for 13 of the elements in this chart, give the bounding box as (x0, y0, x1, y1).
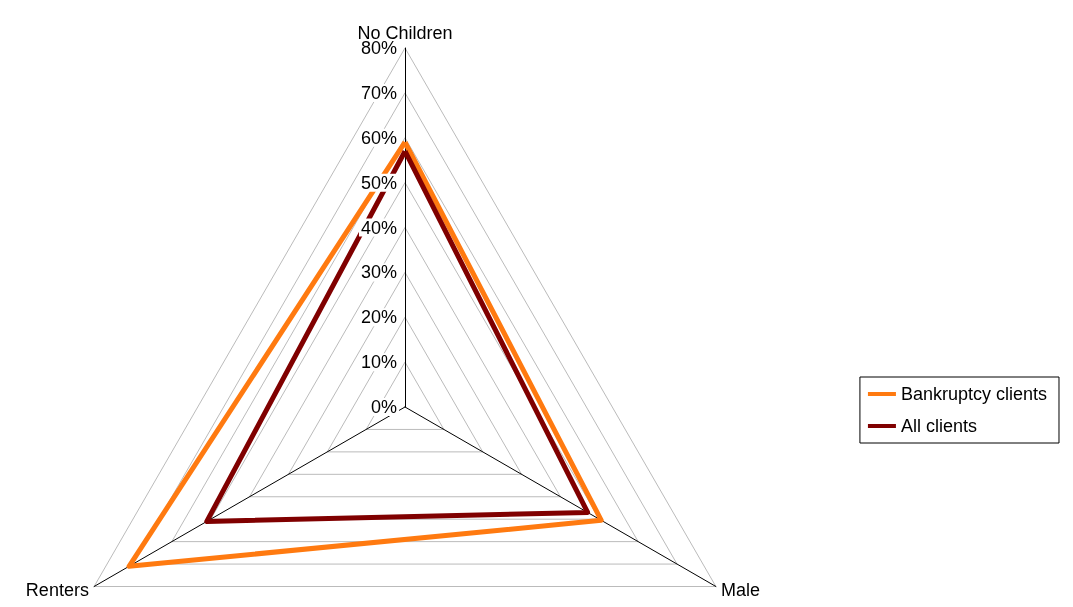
legend-label: Bankruptcy clients (900, 384, 1048, 404)
y-tick-label: 20% (360, 307, 397, 328)
y-tick-label: 60% (360, 127, 397, 148)
spoke-label: Renters (25, 579, 89, 600)
legend-label: All clients (900, 416, 977, 436)
y-tick-label: 50% (360, 172, 397, 193)
y-tick-label: 70% (360, 82, 397, 103)
y-tick-label: 40% (360, 217, 397, 238)
spoke-label: Male (721, 579, 761, 600)
y-tick-label: 80% (360, 38, 397, 58)
y-tick-label: 30% (360, 262, 397, 283)
y-tick-label: 0% (370, 397, 397, 417)
y-tick-label: 10% (360, 352, 397, 373)
